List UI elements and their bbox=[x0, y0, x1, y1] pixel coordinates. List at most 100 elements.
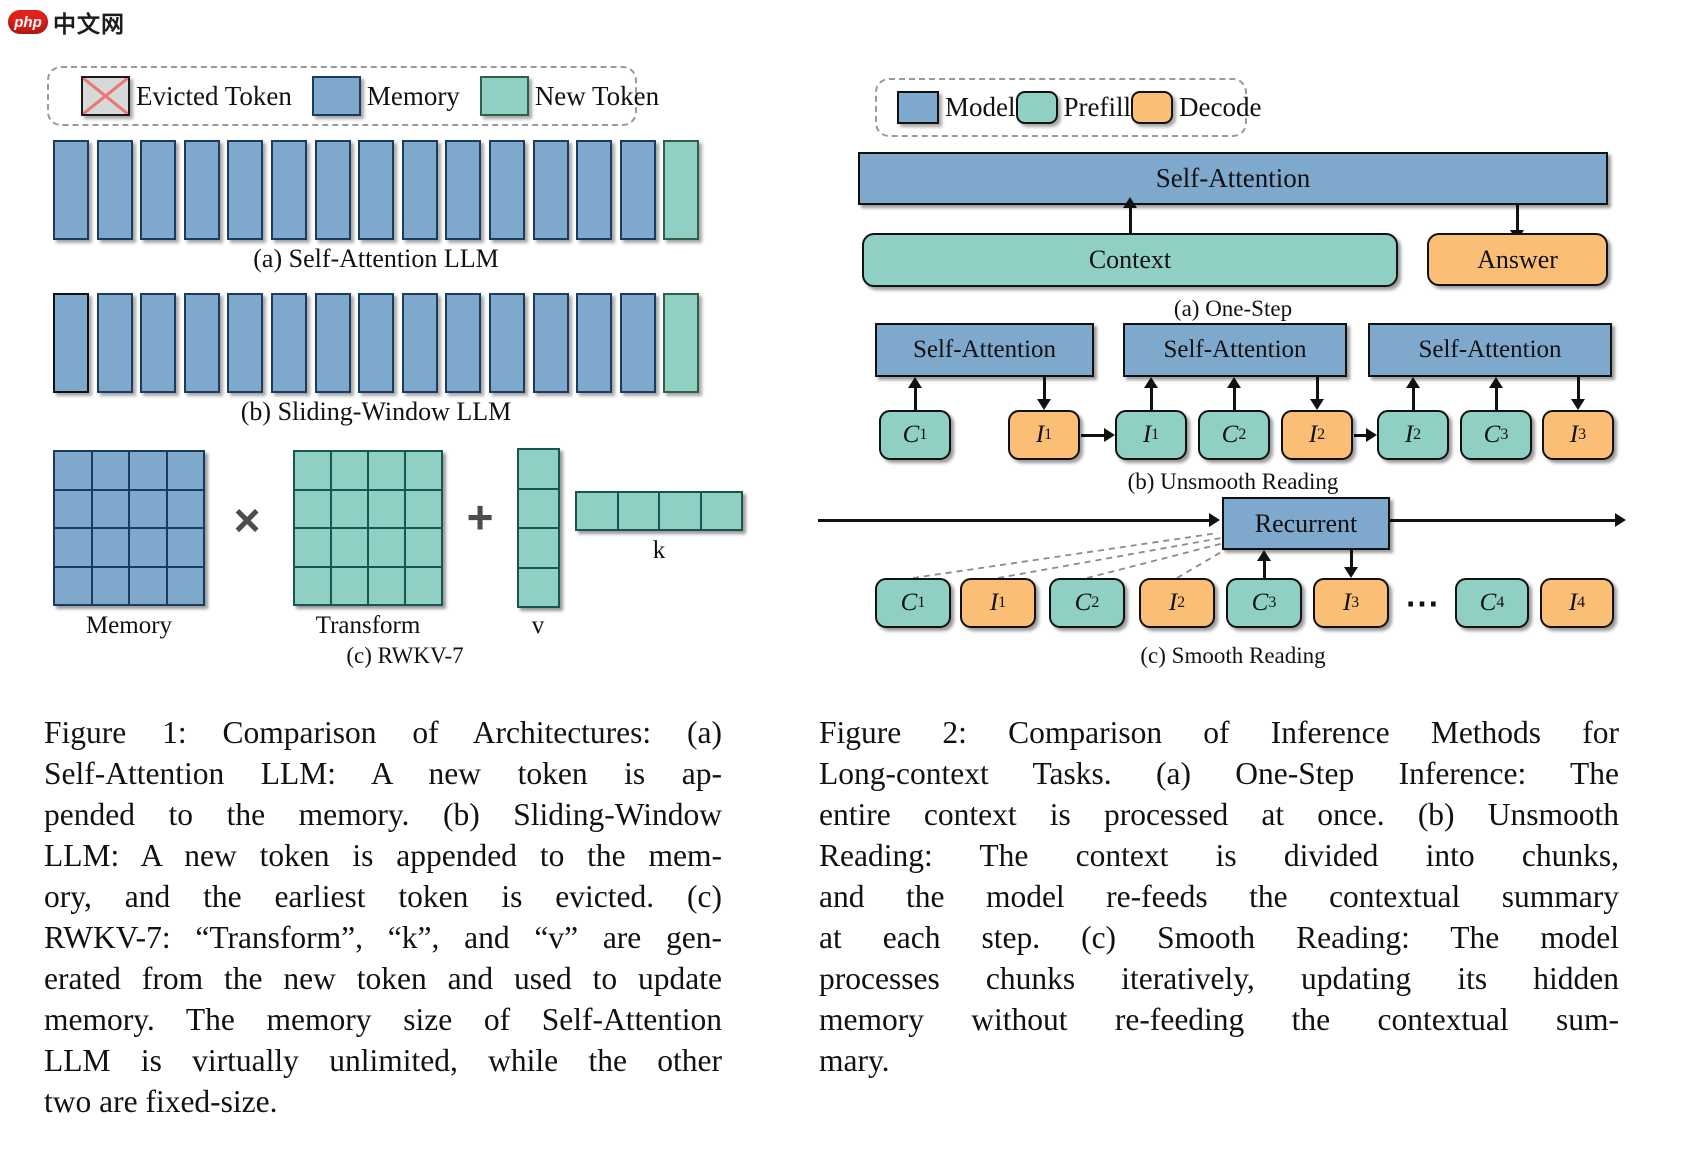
memory-label: Memory bbox=[85, 612, 173, 639]
memory-matrix bbox=[53, 450, 205, 606]
transform-matrix-cell bbox=[294, 528, 331, 567]
v-vector bbox=[517, 448, 560, 608]
legend-label: Decode bbox=[1179, 92, 1262, 122]
arrow-down-i2 bbox=[1311, 377, 1324, 410]
transform-matrix-cell bbox=[331, 566, 368, 605]
memory-token-cell bbox=[358, 140, 395, 240]
transform-matrix-cell bbox=[368, 566, 405, 605]
caption-line: pended to the memory. (b) Sliding-Window bbox=[44, 797, 722, 832]
memory-token-cell bbox=[445, 140, 482, 240]
v-vector-cell bbox=[518, 567, 559, 607]
caption-line: mary. bbox=[819, 1043, 890, 1078]
transform-matrix-cell bbox=[368, 528, 405, 567]
arrow-down-i3 bbox=[1572, 377, 1585, 410]
token-base: C bbox=[1221, 421, 1239, 448]
memory-token-cell bbox=[314, 293, 351, 393]
site-logo[interactable]: php 中文网 bbox=[8, 5, 125, 39]
transform-matrix-cell bbox=[331, 489, 368, 528]
k-vector-cell bbox=[617, 492, 659, 530]
figure2-caption: Figure 2: Comparison of Inference Method… bbox=[819, 712, 1619, 1081]
memory-token-cell bbox=[227, 293, 264, 393]
figure1-legend: Evicted Token Memory New Token bbox=[47, 66, 659, 126]
memory-matrix-cell bbox=[166, 451, 204, 490]
memory-matrix-cell bbox=[129, 528, 167, 567]
v-vector-cell bbox=[518, 528, 559, 568]
legend-label: New Token bbox=[534, 80, 660, 111]
token-base: C bbox=[1479, 589, 1497, 616]
memory-token-cell bbox=[401, 140, 438, 240]
legend-label: Prefill bbox=[1063, 92, 1132, 122]
new-swatch-icon bbox=[479, 76, 529, 116]
token-base: I bbox=[1035, 421, 1045, 448]
token-base: I bbox=[1568, 589, 1578, 616]
caption-line: ory, and the earliest token is evicted. … bbox=[44, 879, 722, 914]
memory-token-cell bbox=[445, 293, 482, 393]
k-label: k bbox=[652, 537, 666, 564]
memory-matrix-cell bbox=[54, 566, 92, 605]
memory-matrix-cell bbox=[54, 489, 92, 528]
memory-token-cell bbox=[576, 140, 613, 240]
transform-matrix-cell bbox=[294, 489, 331, 528]
token-base: C bbox=[1074, 589, 1092, 616]
legend-item-memory: Memory bbox=[311, 76, 460, 116]
memory-matrix-cell bbox=[54, 451, 92, 490]
transform-matrix-cell bbox=[331, 451, 368, 490]
self-attention-box-1: Self-Attention bbox=[875, 323, 1094, 377]
memory-matrix-cell bbox=[129, 566, 167, 605]
plus-operator: + bbox=[466, 491, 494, 543]
memory-token-cell bbox=[619, 140, 656, 240]
k-vector-cell bbox=[659, 492, 701, 530]
arrow-right-i2 bbox=[1354, 429, 1377, 442]
memory-matrix-cell bbox=[54, 528, 92, 567]
decode-swatch-icon bbox=[1131, 91, 1173, 124]
memory-token-cell bbox=[532, 293, 569, 393]
token-base: I bbox=[989, 589, 999, 616]
caption-line: at each step. (c) Smooth Reading: The mo… bbox=[819, 920, 1619, 955]
memory-token-cell bbox=[358, 293, 395, 393]
legend-label: Model bbox=[945, 92, 1016, 122]
caption-line: and the model re-feeds the contextual su… bbox=[819, 879, 1619, 914]
figure2-legend: Model Prefill Decode bbox=[875, 78, 1261, 137]
transform-matrix-cell bbox=[368, 451, 405, 490]
k-vector-cell bbox=[700, 492, 742, 530]
caption-line: erated from the new token and used to up… bbox=[44, 961, 722, 996]
token-base: C bbox=[1483, 421, 1501, 448]
legend-item-model: Model bbox=[897, 91, 1016, 124]
prefill-swatch-icon bbox=[1015, 91, 1058, 124]
transform-matrix-cell bbox=[405, 489, 442, 528]
token-base: I bbox=[1168, 589, 1178, 616]
figure2b-caption: (b) Unsmooth Reading bbox=[1127, 469, 1339, 494]
legend-item-evicted: Evicted Token bbox=[81, 76, 292, 116]
memory-token-cell bbox=[488, 293, 525, 393]
figure2-diagram: Model Prefill Decode Self-Attention Contex… bbox=[818, 72, 1630, 676]
caption-line: Figure 1: Comparison of Architectures: (… bbox=[44, 715, 722, 750]
legend-label: Memory bbox=[366, 80, 460, 111]
memory-token-cell bbox=[270, 140, 307, 240]
legend-item-decode: Decode bbox=[1131, 91, 1261, 124]
caption-line: entire context is processed at once. (b)… bbox=[819, 797, 1619, 832]
caption-line: LLM: A new token is appended to the mem- bbox=[44, 838, 722, 873]
legend-item-prefill: Prefill bbox=[1015, 91, 1132, 124]
arrow-up-c2 bbox=[1228, 377, 1241, 410]
recurrent-out-line bbox=[1390, 514, 1626, 527]
figure1b-caption: (b) Sliding-Window LLM bbox=[240, 397, 512, 426]
caption-line: LLM is virtually unlimited, while the ot… bbox=[44, 1043, 722, 1078]
token-base: I bbox=[1342, 589, 1352, 616]
token-base: I bbox=[1404, 421, 1414, 448]
memory-token-cell bbox=[314, 140, 351, 240]
arrow-up-c1 bbox=[909, 377, 922, 410]
v-vector-cell bbox=[518, 488, 559, 528]
memory-token-cell bbox=[183, 293, 220, 393]
transform-matrix-cell bbox=[331, 528, 368, 567]
memory-token-cell bbox=[488, 140, 525, 240]
